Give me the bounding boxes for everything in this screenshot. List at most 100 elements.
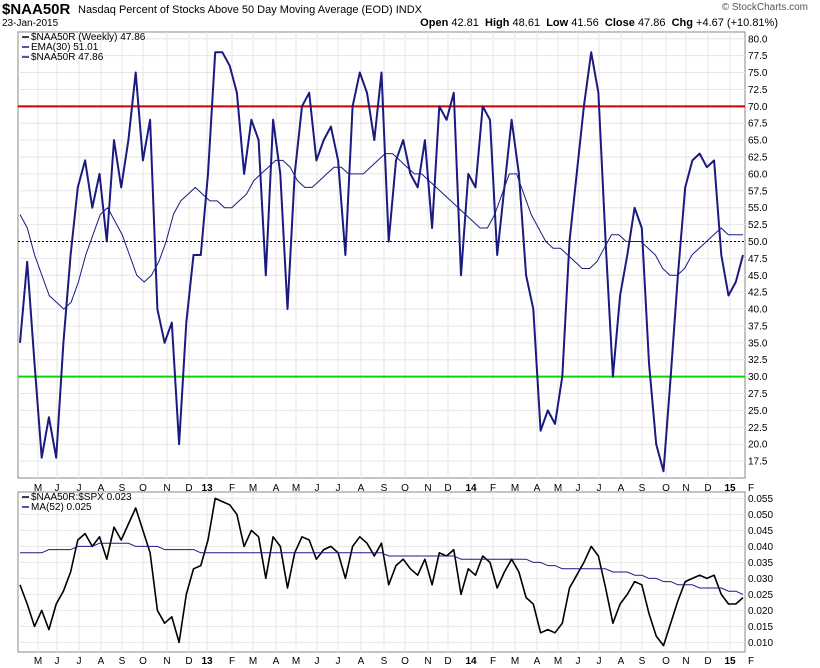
y-tick-label: 0.055: [748, 494, 773, 505]
x-tick-label: J: [55, 483, 60, 494]
x-tick-label: D: [704, 656, 711, 667]
x-tick-label: M: [292, 483, 300, 494]
x-tick-label: J: [315, 483, 320, 494]
x-tick-label: M: [249, 483, 257, 494]
x-tick-label: J: [336, 656, 341, 667]
series-line-main-1: [19, 153, 743, 310]
y-tick-label: 67.5: [748, 119, 768, 130]
chart-description: Nasdaq Percent of Stocks Above 50 Day Mo…: [78, 4, 423, 16]
y-tick-label: 55.0: [748, 203, 768, 214]
high-value: 48.61: [512, 17, 541, 29]
x-tick-label: D: [444, 483, 451, 494]
x-tick-label: D: [704, 483, 711, 494]
x-tick-label: J: [77, 483, 82, 494]
y-tick-label: 0.030: [748, 574, 773, 585]
y-tick-label: 37.5: [748, 321, 768, 332]
y-tick-label: 50.0: [748, 237, 768, 248]
y-tick-label: 0.020: [748, 606, 773, 617]
x-tick-label: M: [292, 656, 300, 667]
legend-entry: EMA(30) 51.01: [31, 42, 99, 53]
y-tick-label: 0.040: [748, 542, 773, 553]
x-tick-label: S: [381, 656, 388, 667]
y-tick-label: 42.5: [748, 288, 768, 299]
y-tick-label: 72.5: [748, 85, 768, 96]
y-tick-label: 22.5: [748, 423, 768, 434]
x-tick-label: 15: [724, 483, 736, 494]
close-value: 47.86: [637, 17, 666, 29]
plot-frame-ratio: [17, 491, 746, 653]
x-tick-label: A: [618, 656, 625, 667]
y-tick-label: 27.5: [748, 389, 768, 400]
x-tick-label: N: [163, 483, 170, 494]
y-tick-label: 0.050: [748, 510, 773, 521]
x-tick-label: M: [554, 656, 562, 667]
y-tick-label: 17.5: [748, 457, 768, 468]
legend-entry: $NAA50R (Weekly) 47.86: [31, 32, 146, 43]
high-label: High: [485, 17, 510, 29]
x-tick-label: A: [273, 656, 280, 667]
x-tick-label: F: [748, 483, 754, 494]
x-tick-label: O: [139, 483, 147, 494]
series-line-ratio-0: [19, 497, 744, 647]
x-tick-label: M: [511, 656, 519, 667]
y-tick-label: 0.015: [748, 622, 773, 633]
x-tick-label: A: [618, 483, 625, 494]
close-label: Close: [604, 17, 635, 29]
series-line-main-0: [19, 51, 744, 473]
y-tick-label: 0.025: [748, 590, 773, 601]
x-tick-label: F: [490, 656, 496, 667]
y-tick-label: 0.045: [748, 526, 773, 537]
x-tick-label: S: [639, 656, 646, 667]
y-tick-label: 32.5: [748, 355, 768, 366]
y-tick-label: 20.0: [748, 440, 768, 451]
x-tick-label: S: [119, 483, 126, 494]
y-tick-label: 65.0: [748, 136, 768, 147]
x-tick-label: J: [597, 656, 602, 667]
x-tick-label: N: [163, 656, 170, 667]
x-tick-label: D: [185, 656, 192, 667]
x-tick-label: 14: [465, 483, 477, 494]
x-tick-label: F: [748, 656, 754, 667]
y-tick-label: 47.5: [748, 254, 768, 265]
x-tick-label: D: [444, 656, 451, 667]
x-tick-label: A: [273, 483, 280, 494]
x-tick-label: F: [229, 483, 235, 494]
x-tick-label: J: [315, 656, 320, 667]
x-tick-label: J: [576, 656, 581, 667]
x-tick-label: O: [662, 483, 670, 494]
x-tick-label: O: [662, 656, 670, 667]
x-tick-label: O: [139, 656, 147, 667]
y-tick-label: 35.0: [748, 338, 768, 349]
y-tick-label: 45.0: [748, 271, 768, 282]
y-tick-label: 62.5: [748, 153, 768, 164]
x-tick-label: M: [554, 483, 562, 494]
chart-symbol: $NAA50R: [2, 1, 71, 18]
legend-entry: MA(52) 0.025: [31, 502, 92, 513]
x-tick-label: D: [185, 483, 192, 494]
chg-value: +4.67 (+10.81%): [696, 17, 778, 29]
y-tick-label: 0.010: [748, 638, 773, 649]
y-tick-label: 25.0: [748, 406, 768, 417]
x-tick-label: O: [401, 656, 409, 667]
x-tick-label: F: [490, 483, 496, 494]
low-label: Low: [546, 17, 569, 29]
x-tick-label: N: [682, 483, 689, 494]
y-tick-label: 75.0: [748, 68, 768, 79]
x-tick-label: A: [98, 483, 105, 494]
x-tick-label: J: [576, 483, 581, 494]
x-tick-label: N: [682, 656, 689, 667]
watermark: © StockCharts.com: [721, 2, 808, 13]
x-tick-label: 13: [201, 483, 213, 494]
x-tick-label: S: [639, 483, 646, 494]
x-tick-label: J: [77, 656, 82, 667]
y-tick-label: 77.5: [748, 51, 768, 62]
x-tick-label: A: [534, 483, 541, 494]
x-tick-label: M: [34, 656, 42, 667]
legend-entry: $NAA50R:$SPX 0.023: [31, 492, 132, 503]
x-tick-label: J: [336, 483, 341, 494]
x-tick-label: A: [98, 656, 105, 667]
x-tick-label: M: [511, 483, 519, 494]
x-tick-label: A: [534, 656, 541, 667]
plot-frame-main: [17, 31, 746, 479]
